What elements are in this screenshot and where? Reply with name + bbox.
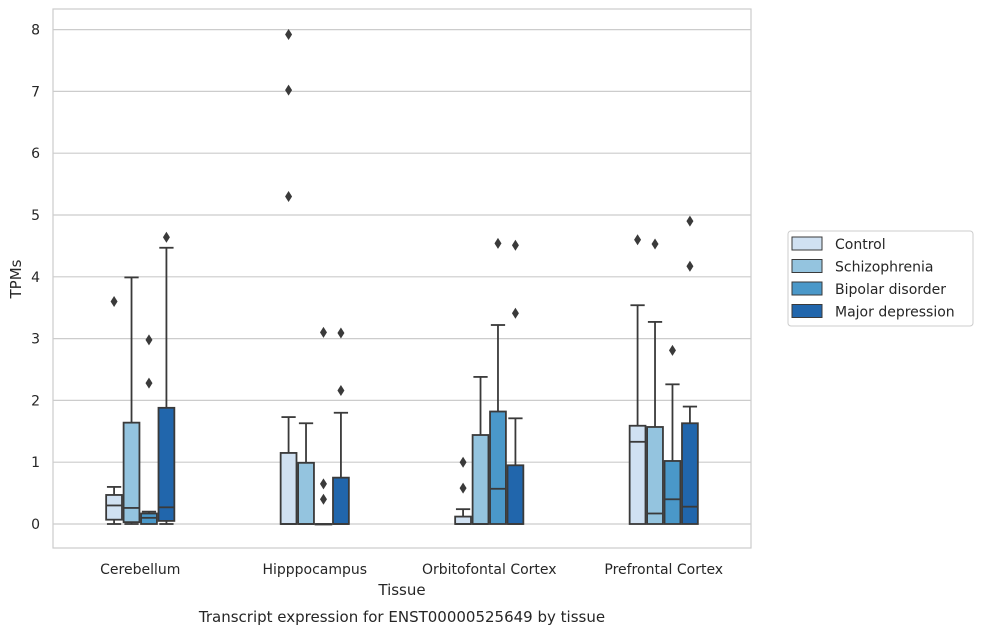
box-body <box>140 512 158 525</box>
legend-label-0: Control <box>835 237 886 253</box>
legend-swatch-0 <box>791 236 823 251</box>
box-body <box>122 421 141 524</box>
box-0-0 <box>105 296 123 525</box>
y-tick-label-6: 6 <box>31 146 40 162</box>
box-2-1 <box>314 326 333 526</box>
outlier-point-0 <box>686 215 694 227</box>
outlier-point-1 <box>511 307 519 319</box>
box-body <box>628 424 647 525</box>
x-tick-label-1: Hipppocampus <box>262 562 367 578</box>
y-tick-label-3: 3 <box>31 332 40 348</box>
box-body <box>489 410 507 525</box>
y-axis-ticks: 0 1 2 3 4 5 6 7 8 <box>31 23 40 533</box>
box-2-0 <box>140 334 158 525</box>
outlier-point-1 <box>459 482 467 494</box>
outlier-point-1 <box>337 385 345 397</box>
box-0-2 <box>454 456 472 525</box>
outlier-point-0 <box>337 327 345 339</box>
box-body <box>297 461 315 525</box>
box-3-1 <box>332 327 350 525</box>
outlier-point-2 <box>285 190 293 202</box>
box-body <box>105 494 123 521</box>
outlier-point-0 <box>651 238 659 250</box>
y-tick-label-8: 8 <box>31 23 40 39</box>
series-1 <box>122 238 664 525</box>
box-0-3 <box>628 234 647 525</box>
x-tick-label-3: Prefrontal Cortex <box>604 562 723 578</box>
series-2 <box>140 237 682 526</box>
box-body <box>332 476 350 525</box>
outlier-point-1 <box>285 84 293 96</box>
outlier-point-0 <box>634 234 642 246</box>
box-body <box>681 422 699 525</box>
outlier-point-1 <box>145 377 153 389</box>
box-2-3 <box>663 344 682 525</box>
outlier-point-0 <box>162 231 170 243</box>
box-1-1 <box>297 422 315 525</box>
box-1-0 <box>122 276 141 525</box>
series-3 <box>157 215 699 525</box>
legend-swatch-3 <box>791 304 823 318</box>
box-series <box>105 29 699 526</box>
box-3-0 <box>157 231 176 525</box>
outlier-point-0 <box>459 456 467 468</box>
outlier-point-1 <box>686 260 694 272</box>
y-tick-label-2: 2 <box>31 393 40 409</box>
box-body <box>646 426 664 525</box>
box-0-1 <box>279 29 298 525</box>
outlier-point-0 <box>494 237 502 249</box>
box-body <box>471 434 490 525</box>
outlier-point-0 <box>319 326 327 338</box>
outlier-point-0 <box>110 296 118 308</box>
y-tick-label-0: 0 <box>31 517 40 533</box>
box-body <box>506 464 525 525</box>
x-tick-label-0: Cerebellum <box>100 562 180 578</box>
box-3-2 <box>506 239 525 525</box>
outlier-point-0 <box>511 239 519 251</box>
y-tick-label-4: 4 <box>31 270 40 286</box>
x-axis-label: Tissue <box>377 581 425 599</box>
box-2-2 <box>489 237 507 525</box>
series-0 <box>105 29 647 525</box>
y-tick-label-7: 7 <box>31 84 40 100</box>
outlier-point-2 <box>319 493 327 505</box>
y-tick-label-5: 5 <box>31 208 40 224</box>
legend-swatch-1 <box>791 259 823 273</box>
y-tick-label-1: 1 <box>31 455 40 471</box>
box-1-2 <box>471 376 490 525</box>
legend: Control Schizophrenia Bipolar disorder Majo… <box>787 230 974 327</box>
outlier-point-0 <box>145 334 153 346</box>
box-body <box>279 452 298 525</box>
outlier-point-0 <box>285 29 293 41</box>
legend-swatch-2 <box>791 281 823 296</box>
box-body <box>454 515 472 525</box>
box-3-3 <box>681 215 699 525</box>
legend-label-1: Schizophrenia <box>835 260 933 276</box>
x-tick-label-2: Orbitofontal Cortex <box>422 562 557 578</box>
legend-frame <box>787 230 974 327</box>
box-body <box>157 406 176 522</box>
box-1-3 <box>646 238 664 525</box>
outlier-point-0 <box>668 344 676 356</box>
y-axis-label: TPMs <box>7 259 25 299</box>
legend-label-3: Major depression <box>835 305 955 321</box>
x-axis-ticks: Cerebellum Hipppocampus Orbitofontal Corte… <box>100 562 723 578</box>
outlier-point-1 <box>319 478 327 490</box>
chart-caption: Transcript expression for ENST0000052564… <box>198 608 605 626</box>
box-body <box>663 460 682 525</box>
legend-label-2: Bipolar disorder <box>835 282 946 298</box>
